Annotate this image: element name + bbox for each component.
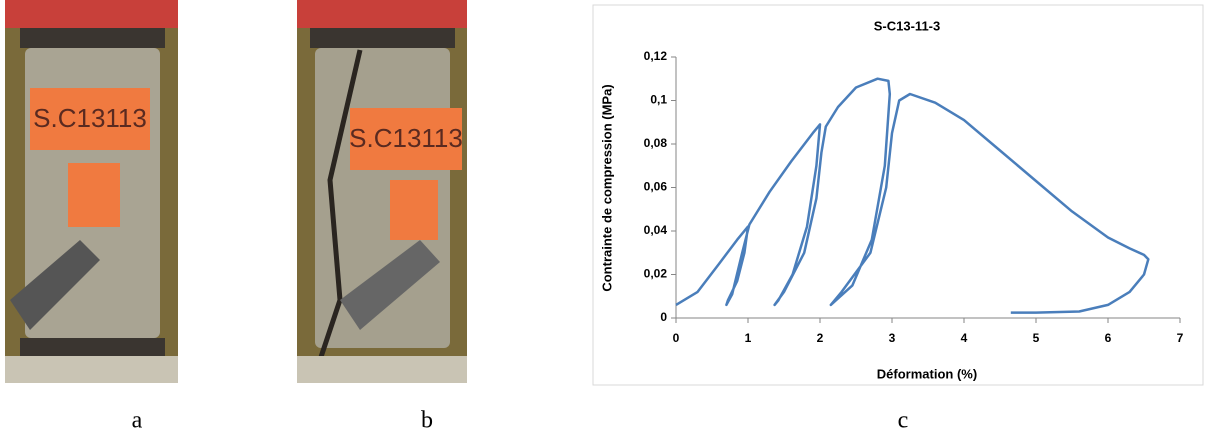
y-tick-label: 0,12	[644, 49, 668, 63]
x-tick-label: 4	[961, 331, 968, 345]
y-tick-label: 0,02	[644, 267, 668, 281]
x-tick-label: 0	[673, 331, 680, 345]
photo-tag: S.C13113	[349, 123, 463, 153]
data-line	[675, 77, 1150, 314]
x-tick-label: 3	[889, 331, 896, 345]
photo-a: S.C13113	[5, 0, 178, 383]
x-tick-label: 7	[1177, 331, 1184, 345]
y-tick-label: 0,08	[644, 136, 668, 150]
panel-label: c	[898, 408, 909, 434]
photo-tag: S.C13113	[33, 103, 147, 133]
x-tick-label: 2	[817, 331, 824, 345]
x-tick-label: 1	[745, 331, 752, 345]
panel-label: b	[421, 408, 433, 434]
y-tick-label: 0,1	[650, 93, 667, 107]
x-tick-label: 6	[1105, 331, 1112, 345]
y-tick-label: 0,04	[644, 223, 668, 237]
x-axis-label: Déformation (%)	[877, 366, 977, 381]
chart-frame	[592, 4, 1204, 386]
photo-b: S.C13113	[297, 0, 467, 383]
y-tick-label: 0	[660, 310, 667, 324]
chart-title: S-C13-11-3	[874, 18, 940, 33]
y-tick-label: 0,06	[644, 180, 668, 194]
panel-label: a	[132, 408, 143, 434]
y-axis-label: Contrainte de compression (MPa)	[599, 84, 614, 291]
x-tick-label: 5	[1033, 331, 1040, 345]
